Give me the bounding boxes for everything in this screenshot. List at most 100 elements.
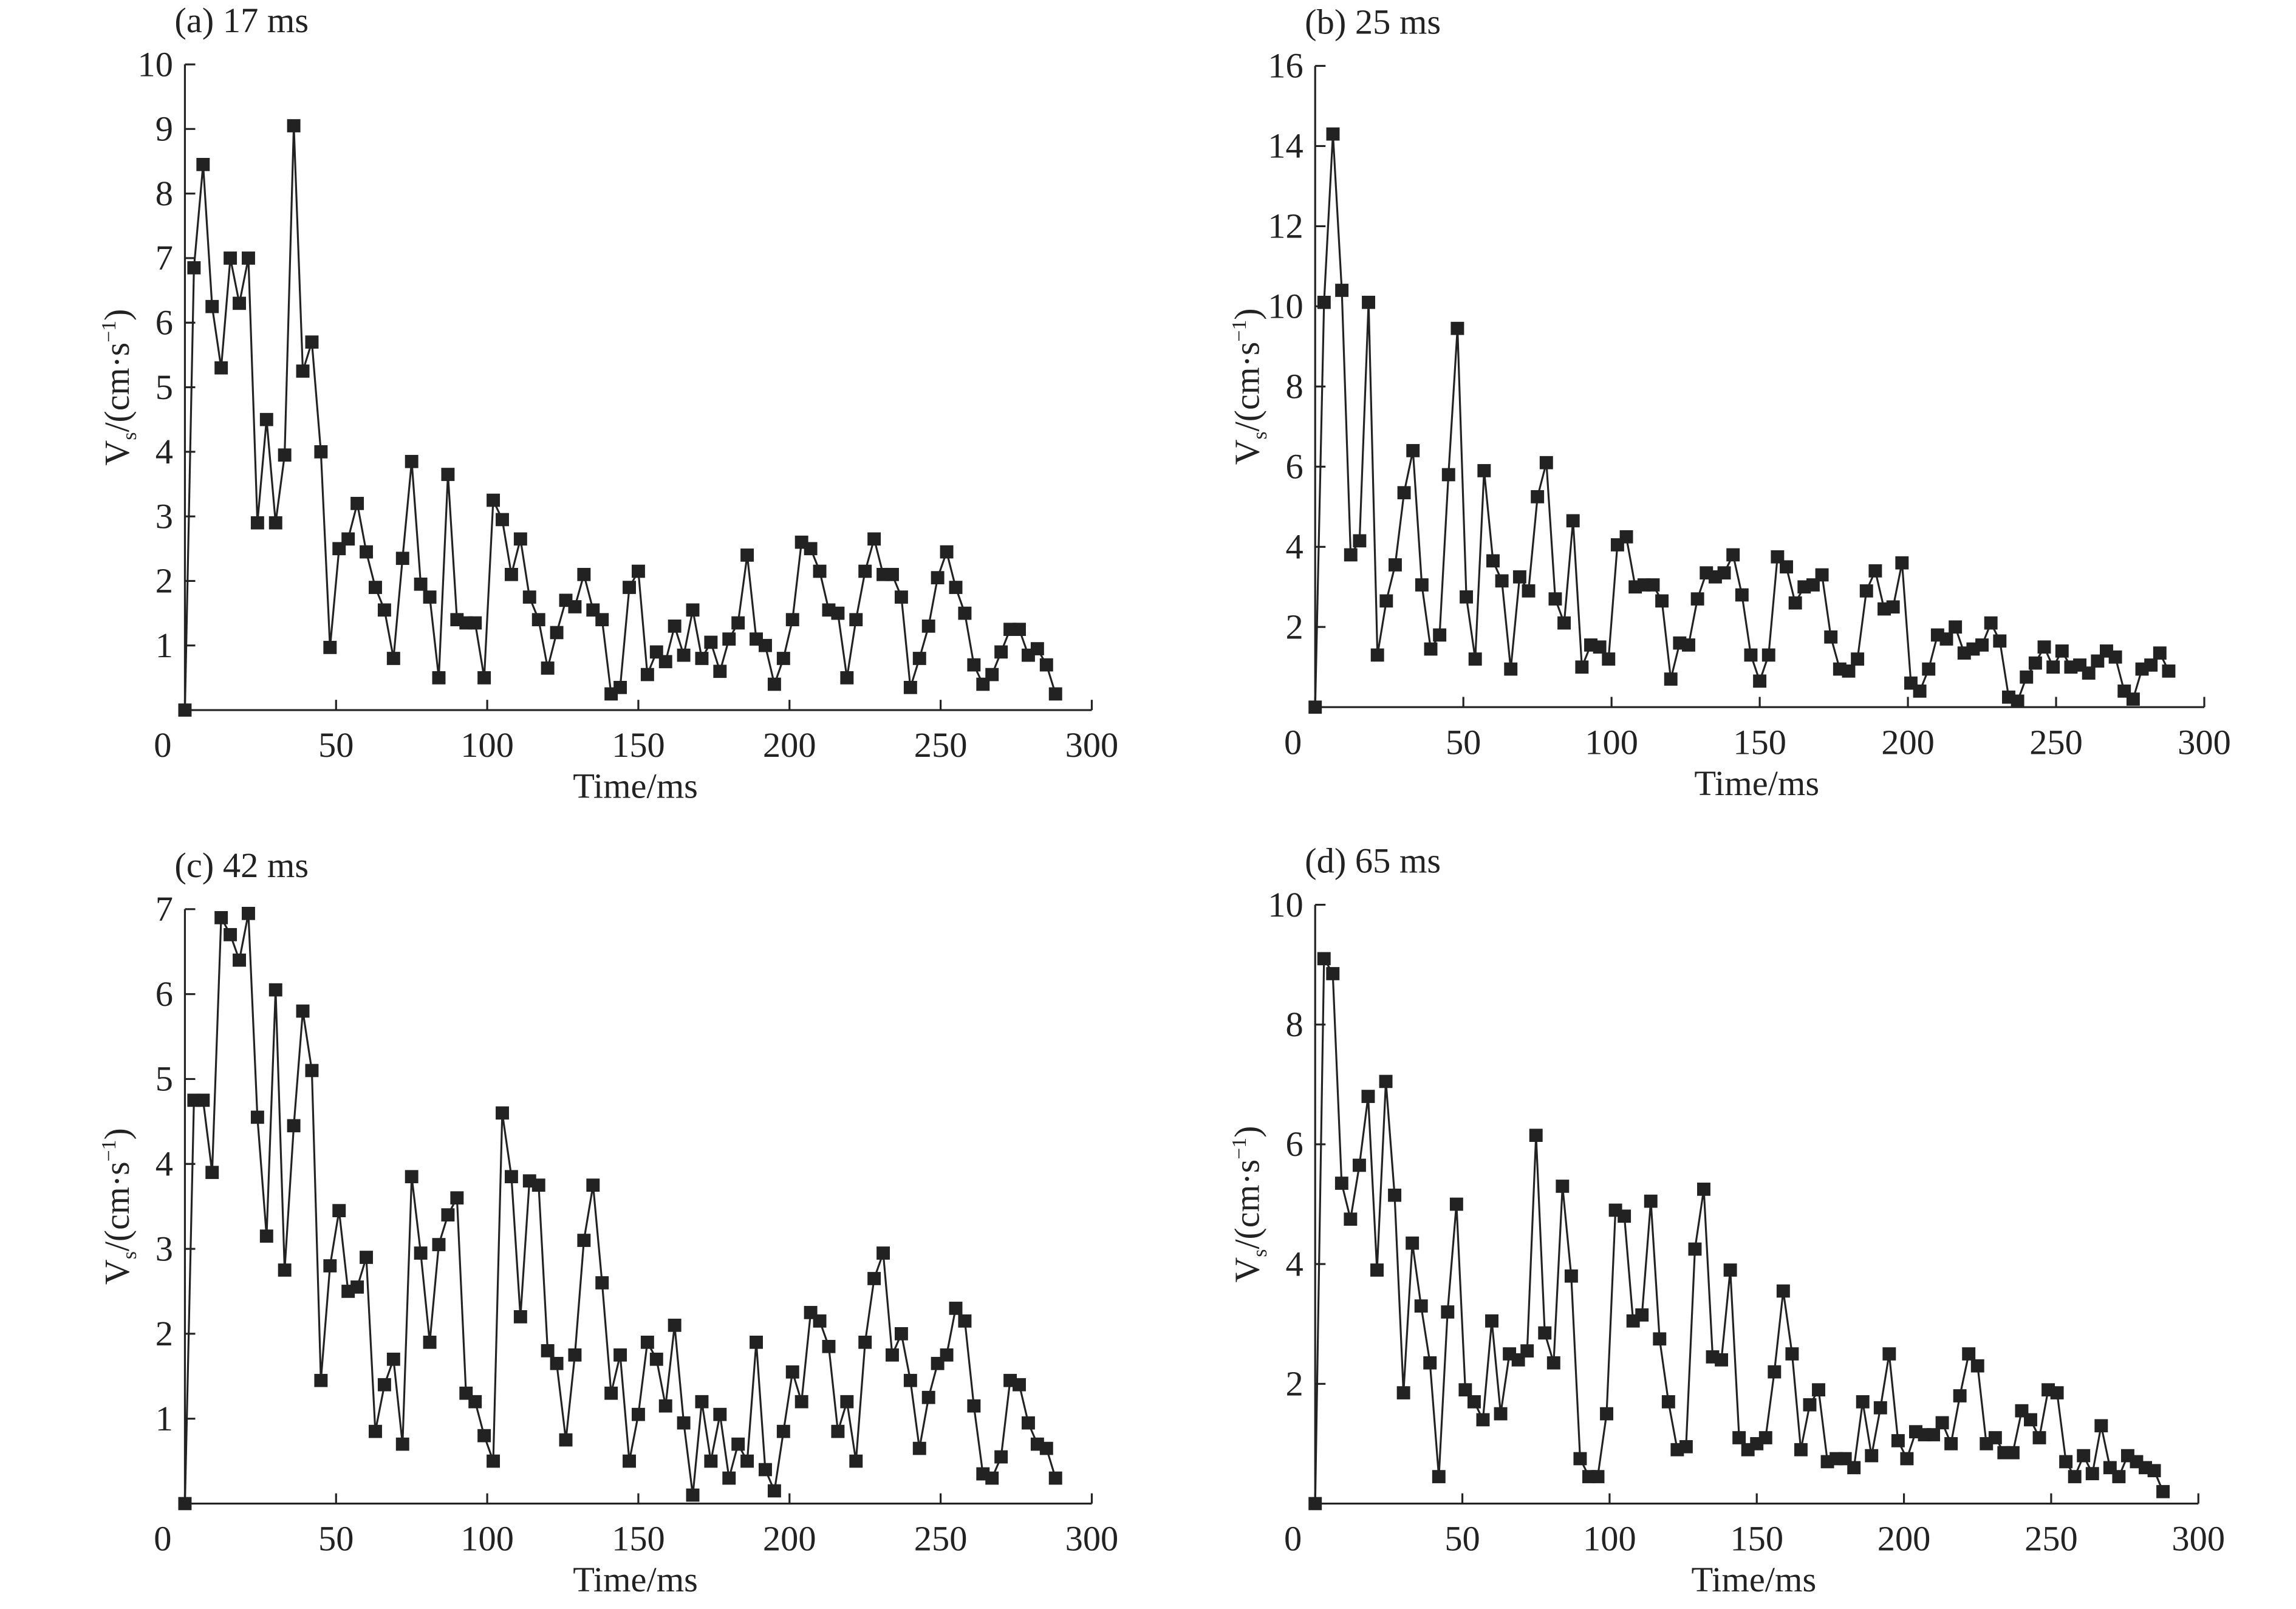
data-point xyxy=(432,1238,446,1251)
data-point xyxy=(1030,642,1044,655)
data-point xyxy=(1379,594,1393,608)
data-point xyxy=(305,1064,319,1078)
data-point xyxy=(268,516,282,530)
data-point xyxy=(668,1319,682,1332)
x-tick-label: 150 xyxy=(1730,1519,1783,1559)
data-point xyxy=(377,603,391,617)
y-tick-label: 4 xyxy=(1286,527,1303,567)
y-tick-label: 4 xyxy=(1286,1245,1303,1284)
data-point xyxy=(377,1378,391,1392)
data-point xyxy=(731,1437,745,1451)
data-point xyxy=(994,1450,1008,1464)
data-point xyxy=(250,516,264,530)
data-point xyxy=(2082,666,2096,680)
data-point xyxy=(867,1272,881,1285)
data-point xyxy=(949,581,963,594)
data-point xyxy=(921,619,935,633)
x-axis-label: Time/ms xyxy=(1694,764,1819,803)
data-point xyxy=(1970,1359,1984,1373)
data-point xyxy=(1450,321,1464,335)
data-point xyxy=(196,1093,210,1107)
data-point xyxy=(241,251,255,265)
data-point xyxy=(713,1407,727,1421)
data-point xyxy=(450,1191,464,1205)
data-point xyxy=(1370,648,1384,662)
data-point xyxy=(1935,1416,1949,1430)
data-point xyxy=(921,1390,935,1404)
data-point xyxy=(994,645,1008,659)
data-point xyxy=(740,1454,754,1468)
data-point xyxy=(1529,1129,1543,1143)
x-tick-label: 100 xyxy=(1585,723,1638,762)
x-tick-label: 100 xyxy=(460,1519,514,1559)
panel-title: (a) 17 ms xyxy=(174,1,309,40)
panel-title: (b) 25 ms xyxy=(1305,2,1441,42)
data-point xyxy=(314,1373,328,1387)
data-point xyxy=(1842,664,1856,678)
data-point xyxy=(1988,1431,2002,1444)
data-point xyxy=(1723,1263,1737,1277)
data-point xyxy=(1882,1347,1896,1361)
data-point xyxy=(2037,640,2051,654)
y-axis-label-part: V xyxy=(97,1259,137,1285)
data-point xyxy=(1308,700,1322,714)
y-tick-label: 3 xyxy=(155,1229,173,1269)
data-point xyxy=(468,616,482,630)
data-point xyxy=(1441,468,1455,482)
data-point xyxy=(369,581,382,594)
data-point xyxy=(1370,1263,1384,1277)
data-point xyxy=(1039,1441,1053,1455)
data-point xyxy=(1424,642,1438,656)
data-point xyxy=(1353,534,1367,548)
data-point xyxy=(886,1348,899,1362)
y-tick-label: 1 xyxy=(155,1399,173,1438)
data-point xyxy=(750,1335,763,1349)
y-axis-label: Vs/(cm·s−1) xyxy=(97,309,141,466)
data-point xyxy=(2006,1446,2020,1460)
data-point xyxy=(831,606,845,620)
data-point xyxy=(323,1259,337,1273)
panel-title: (d) 65 ms xyxy=(1305,841,1441,881)
data-point xyxy=(577,567,591,581)
y-axis-label-part: V xyxy=(97,440,137,466)
y-axis-label-part: −1 xyxy=(98,1140,120,1162)
y-axis-label-part: V xyxy=(1227,439,1266,465)
y-tick-label: 7 xyxy=(155,239,173,278)
y-tick-label: 4 xyxy=(155,432,173,471)
data-point xyxy=(1468,652,1482,666)
data-point xyxy=(722,632,736,646)
y-axis-label-part: ) xyxy=(97,309,137,321)
data-point xyxy=(1449,1197,1463,1211)
data-point xyxy=(568,600,582,613)
data-point xyxy=(695,652,709,665)
data-point xyxy=(631,564,645,578)
data-point xyxy=(1396,1386,1410,1399)
data-point xyxy=(2085,1467,2099,1481)
y-tick-label: 8 xyxy=(155,174,173,213)
data-point xyxy=(1735,588,1749,602)
data-point xyxy=(623,581,636,594)
data-point xyxy=(704,635,718,649)
data-point xyxy=(405,454,419,468)
data-point xyxy=(586,1178,600,1192)
data-point xyxy=(1922,662,1936,676)
data-point xyxy=(967,1399,981,1413)
data-point xyxy=(2028,656,2042,670)
data-point xyxy=(903,680,917,694)
data-point xyxy=(241,906,255,920)
data-point xyxy=(1556,1180,1570,1193)
data-point xyxy=(531,613,545,627)
data-point xyxy=(1326,967,1340,980)
data-point xyxy=(1776,1284,1790,1298)
data-point xyxy=(677,648,691,662)
data-point xyxy=(1566,514,1580,528)
x-tick-label: 100 xyxy=(460,725,514,765)
data-point xyxy=(386,652,400,665)
data-point xyxy=(1458,1383,1472,1396)
data-line xyxy=(183,913,1057,1504)
data-point xyxy=(2162,664,2176,678)
data-point xyxy=(504,1170,518,1184)
data-point xyxy=(813,564,827,578)
data-point xyxy=(2108,650,2122,664)
